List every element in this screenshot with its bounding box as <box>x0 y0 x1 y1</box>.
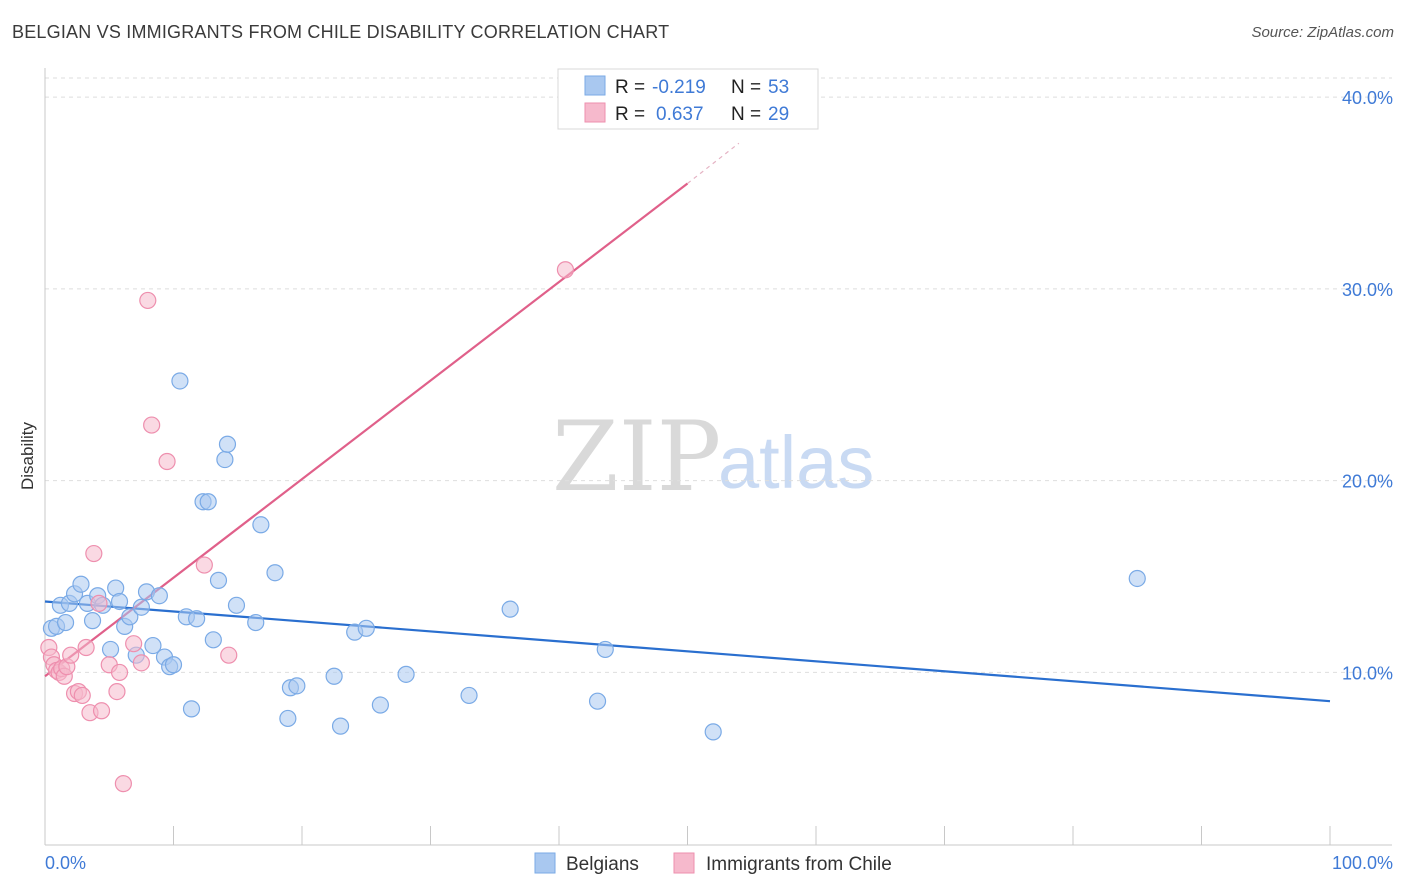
belgian-point-15 <box>121 608 139 626</box>
belgian-point-35 <box>247 613 265 632</box>
belgians-trendline <box>44 600 1331 703</box>
belgian-point-8 <box>83 612 102 630</box>
belgian-point-6 <box>72 575 90 593</box>
belgian-point-32 <box>216 450 234 469</box>
chile-point-19 <box>110 663 129 682</box>
chile-point-28 <box>556 261 575 279</box>
belgian-point-40 <box>288 677 306 695</box>
belgian-point-46 <box>397 665 415 683</box>
belgian-point-49 <box>588 692 607 710</box>
chile-point-25 <box>158 452 176 471</box>
y-tick-label-10: 10.0% <box>1342 663 1393 683</box>
bottom-legend-belgians: Belgians <box>566 854 639 875</box>
belgian-point-3 <box>56 613 75 632</box>
bottom-legend-swatch-chile <box>673 852 695 874</box>
chile-point-12 <box>77 638 95 657</box>
belgian-point-33 <box>218 435 237 453</box>
belgian-point-52 <box>1128 569 1146 588</box>
source-label: Source: ZipAtlas.com <box>1251 24 1394 41</box>
belgian-point-30 <box>204 631 222 649</box>
belgian-point-51 <box>704 723 722 741</box>
chart-title: BELGIAN VS IMMIGRANTS FROM CHILE DISABIL… <box>12 22 670 42</box>
y-tick-label-40: 40.0% <box>1342 88 1393 108</box>
chile-point-26 <box>195 556 213 574</box>
belgian-point-38 <box>279 709 297 728</box>
belgian-point-41 <box>325 667 343 685</box>
chile-point-21 <box>125 635 143 653</box>
belgian-point-17 <box>132 598 150 616</box>
x-tick-label-min: 0.0% <box>45 853 86 873</box>
chile-point-11 <box>73 686 91 705</box>
belgian-point-29 <box>199 493 217 511</box>
belgian-point-47 <box>460 686 478 705</box>
belgian-point-26 <box>182 700 201 718</box>
belgian-point-36 <box>252 516 270 534</box>
y-axis-title: Disability <box>18 421 37 490</box>
axes <box>44 68 1392 846</box>
belgian-point-34 <box>227 596 246 614</box>
stats-legend: R = -0.219 N = 53 R = 0.637 N = 29 <box>557 68 819 130</box>
belgian-point-42 <box>331 717 350 735</box>
data-points <box>40 261 1146 793</box>
belgian-point-31 <box>209 571 228 589</box>
chile-point-20 <box>114 775 132 793</box>
gridlines <box>45 77 1392 673</box>
belgian-point-37 <box>266 564 284 582</box>
chile-point-15 <box>90 594 108 612</box>
legend-swatch-chile <box>584 102 606 123</box>
belgian-point-19 <box>144 636 162 655</box>
bottom-legend-chile: Immigrants from Chile <box>706 854 892 875</box>
y-tick-label-20: 20.0% <box>1342 472 1393 492</box>
chile-point-22 <box>132 654 150 672</box>
watermark-zip: ZIP <box>552 401 721 513</box>
belgian-point-20 <box>150 587 168 605</box>
watermark-atlas: atlas <box>718 421 874 504</box>
chile-point-23 <box>139 291 157 310</box>
chile-point-8 <box>62 646 80 664</box>
legend-n-label-2: N = <box>731 104 761 125</box>
belgian-point-50 <box>596 640 614 659</box>
belgian-point-11 <box>101 640 120 659</box>
chile-point-18 <box>108 682 126 701</box>
legend-n-value-2: 29 <box>768 104 789 125</box>
belgian-point-45 <box>371 696 389 714</box>
chile-point-27 <box>220 646 238 664</box>
legend-r-label-1: R = <box>615 77 645 98</box>
belgian-point-44 <box>357 619 375 637</box>
belgian-point-13 <box>110 592 129 611</box>
chile-point-24 <box>143 416 161 434</box>
legend-r-value-1: -0.219 <box>652 77 706 98</box>
legend-r-label-2: R = <box>615 104 645 125</box>
tick-labels: 10.0% 20.0% 30.0% 40.0% 0.0% 100.0% <box>45 88 1393 873</box>
series-legend: Belgians Immigrants from Chile <box>534 852 892 875</box>
y-tick-label-30: 30.0% <box>1342 280 1393 300</box>
belgian-point-48 <box>501 600 519 618</box>
belgian-point-27 <box>188 610 206 628</box>
legend-n-label-1: N = <box>731 77 761 98</box>
legend-n-value-1: 53 <box>768 77 789 98</box>
chile-trendline-extension <box>687 142 740 184</box>
chile-point-16 <box>92 702 111 720</box>
belgian-point-23 <box>164 656 183 674</box>
legend-swatch-belgians <box>584 75 606 96</box>
belgian-point-24 <box>171 372 189 390</box>
chile-point-14 <box>85 544 103 563</box>
x-tick-label-max: 100.0% <box>1332 853 1393 873</box>
legend-r-value-2: 0.637 <box>656 104 704 125</box>
bottom-legend-swatch-belgians <box>534 852 556 874</box>
